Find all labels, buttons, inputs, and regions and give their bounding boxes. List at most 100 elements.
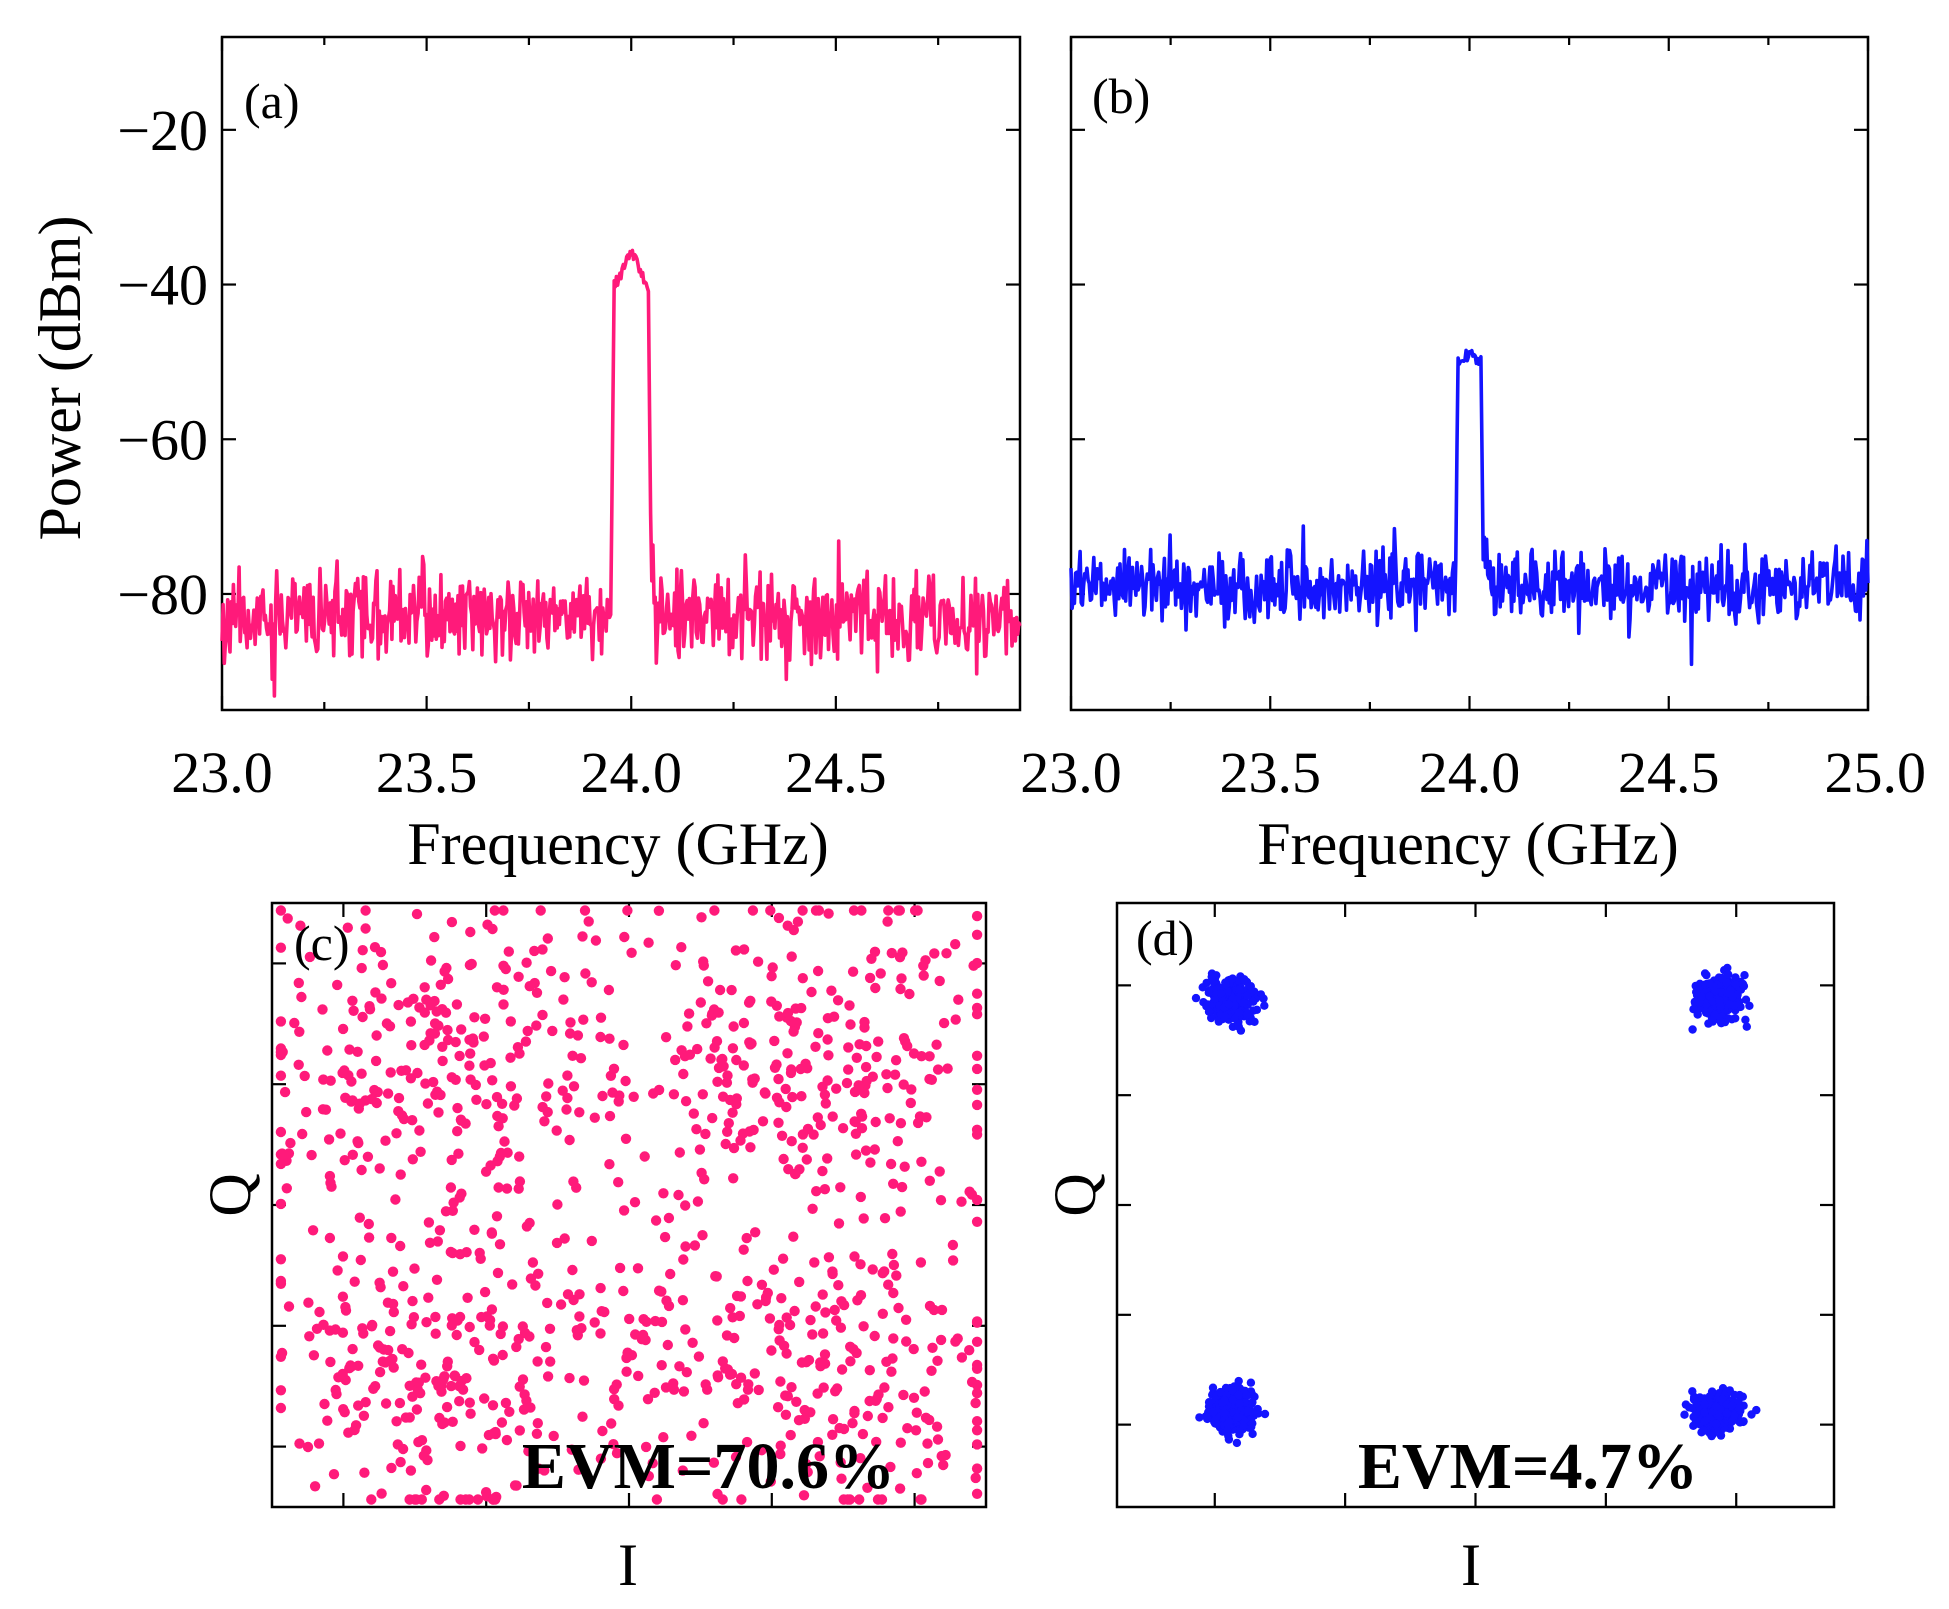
constellation-point (620, 1075, 631, 1087)
constellation-point (568, 1081, 580, 1092)
constellation-point (829, 1304, 840, 1316)
constellation-point (885, 1461, 896, 1473)
constellation-point (562, 1092, 573, 1104)
constellation-point (408, 993, 419, 1004)
constellation-point (805, 1314, 816, 1326)
constellation-point (836, 1473, 847, 1484)
constellation-point (932, 1434, 944, 1445)
constellation-point (931, 1039, 942, 1050)
constellation-point (491, 1091, 503, 1103)
constellation-point (464, 1397, 475, 1408)
constellation-point (720, 1363, 731, 1374)
constellation-point (564, 1134, 575, 1146)
constellation-point (1208, 1383, 1218, 1392)
constellation-point (747, 1074, 758, 1085)
constellation-point (360, 923, 371, 934)
constellation-point (849, 1251, 860, 1262)
constellation-point (282, 913, 293, 924)
constellation-point (595, 1328, 606, 1339)
ticks-b (1069, 37, 1870, 710)
constellation-point (643, 1470, 654, 1482)
constellation-point (521, 1221, 533, 1232)
constellation-point (812, 1112, 823, 1123)
constellation-point (819, 1349, 831, 1360)
constellation-point (1260, 1409, 1270, 1419)
constellation-point (867, 1071, 878, 1082)
constellation-point (514, 1048, 525, 1059)
constellation-point (900, 1314, 912, 1326)
constellation-point (689, 1240, 701, 1251)
constellation-point (461, 1373, 472, 1384)
constellation-point (519, 1389, 530, 1400)
constellation-point (440, 1007, 452, 1018)
panel-label-b: (b) (1092, 68, 1150, 124)
constellation-point (1209, 1407, 1218, 1417)
constellation-point (606, 1418, 617, 1429)
constellation-point (384, 1325, 396, 1337)
constellation-point (785, 1429, 796, 1441)
constellation-point (407, 1391, 418, 1402)
constellation-point (702, 1384, 713, 1395)
constellation-point (431, 1376, 442, 1387)
constellation-point (360, 905, 371, 916)
constellation-point (337, 1368, 348, 1380)
constellation-point (1248, 1419, 1257, 1428)
constellation-point (577, 1411, 588, 1422)
constellation-point (847, 966, 859, 977)
constellation-point (491, 1211, 503, 1222)
constellation-point (491, 982, 503, 993)
constellation-point (452, 1315, 463, 1326)
constellation-point (452, 1102, 463, 1114)
constellation-point (624, 1313, 635, 1325)
constellation-point (597, 1425, 608, 1437)
constellation-point (578, 1014, 589, 1025)
constellation-point (464, 1060, 475, 1071)
constellation-point (727, 1312, 738, 1323)
constellation-point (469, 1224, 480, 1236)
constellation-point (741, 1232, 752, 1244)
constellation-point (453, 1148, 464, 1159)
constellation-point (799, 1404, 810, 1416)
constellation-point (472, 1494, 484, 1505)
constellation-point (871, 1393, 882, 1405)
constellation-point (416, 1435, 428, 1446)
constellation-point (390, 1194, 401, 1205)
constellation-point (934, 1166, 945, 1177)
constellation-point (928, 1304, 940, 1316)
constellation-point (895, 1437, 906, 1448)
constellation-point (658, 1188, 669, 1199)
constellation-point (446, 1072, 457, 1083)
constellation-point (642, 1394, 654, 1405)
constellation-point (875, 968, 886, 979)
constellation-point (695, 997, 706, 1008)
constellation-point (387, 1266, 399, 1277)
constellation-point (971, 1387, 983, 1399)
constellation-point (608, 1063, 620, 1075)
constellation-point (309, 1481, 321, 1492)
constellation-point (924, 1051, 935, 1062)
x-axis-title-d: I (1461, 1532, 1481, 1598)
constellation-point (347, 1343, 358, 1355)
constellation-point (1718, 1395, 1727, 1404)
constellation-point (542, 933, 553, 944)
constellation-point (883, 905, 894, 916)
constellation-point (1704, 1019, 1713, 1028)
constellation-point (822, 1075, 833, 1086)
constellation-point (454, 1050, 465, 1062)
constellation-point (753, 1384, 764, 1396)
constellation-point (1201, 1412, 1211, 1421)
constellation-point (349, 1276, 360, 1287)
constellation-point (1228, 1395, 1238, 1404)
constellation-point (301, 1106, 312, 1118)
constellation-panel-c: (c) EVM=70.6% I Q (197, 901, 988, 1598)
constellation-point (723, 1118, 734, 1129)
constellation-point (845, 1019, 856, 1030)
constellation-point (296, 991, 307, 1003)
constellation-point (619, 931, 630, 943)
constellation-point (971, 1050, 983, 1062)
constellation-point (971, 1425, 983, 1436)
constellation-point (757, 1116, 769, 1127)
constellation-point (335, 1128, 346, 1139)
constellation-point (297, 1128, 308, 1140)
constellation-point (346, 1076, 357, 1087)
